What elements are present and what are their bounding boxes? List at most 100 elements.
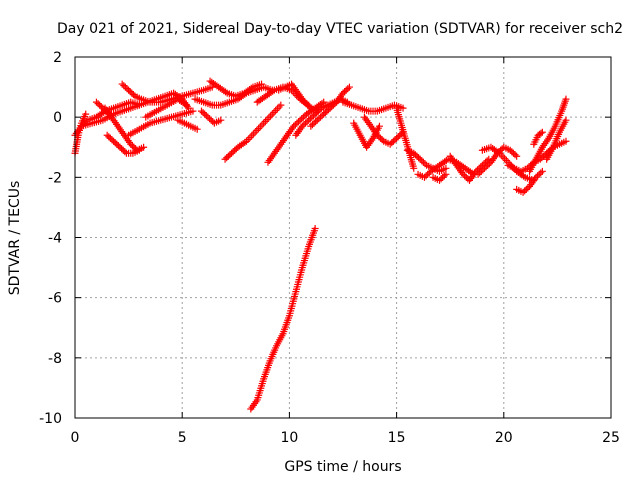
data-point (300, 98, 308, 106)
series-arc-26 (429, 170, 450, 184)
data-point (419, 158, 427, 166)
data-point (291, 121, 299, 129)
data-point (224, 152, 232, 160)
series-arc-16 (264, 98, 328, 166)
data-point (105, 110, 113, 118)
data-point (416, 155, 424, 163)
data-point (140, 143, 148, 151)
data-point (481, 164, 489, 172)
data-point (386, 140, 394, 148)
y-tick-label: -6 (48, 291, 62, 307)
data-point (229, 148, 237, 156)
series-arc-27 (446, 152, 493, 184)
data-point (298, 122, 306, 130)
x-tick-label: 5 (178, 430, 187, 446)
data-point (316, 106, 324, 114)
data-point (411, 151, 419, 159)
data-point (114, 142, 122, 150)
data-point (394, 133, 402, 141)
data-point (388, 139, 396, 147)
data-point (103, 131, 111, 139)
data-point (226, 151, 234, 159)
data-point (393, 134, 401, 142)
data-point (193, 125, 201, 133)
data-point (118, 80, 126, 88)
data-point (267, 112, 275, 120)
data-point (439, 173, 447, 181)
data-point (120, 82, 128, 90)
data-point (128, 89, 136, 97)
data-point (396, 131, 404, 139)
data-point (207, 116, 215, 124)
data-point (260, 119, 268, 127)
data-point (482, 163, 490, 171)
data-point (270, 108, 278, 116)
data-point (399, 104, 407, 112)
data-point (299, 113, 307, 121)
data-point (272, 107, 280, 115)
data-point (373, 131, 381, 139)
data-point (313, 109, 321, 117)
data-point (248, 132, 256, 140)
data-points (71, 77, 570, 413)
data-point (189, 107, 197, 115)
data-point (508, 148, 516, 156)
data-point (300, 121, 308, 129)
data-point (316, 113, 324, 121)
data-point (126, 88, 134, 96)
y-tick-label: -4 (48, 231, 62, 247)
data-point (265, 114, 273, 122)
data-point (538, 128, 546, 136)
data-point (422, 172, 430, 180)
series-arc-34 (543, 116, 570, 163)
data-point (121, 83, 129, 91)
data-point (442, 164, 450, 172)
data-point (326, 104, 334, 112)
series-arc-19 (307, 83, 353, 130)
data-point (375, 122, 383, 130)
data-point (424, 170, 432, 178)
data-point (474, 170, 482, 178)
y-axis-label: SDTVAR / TECUs (7, 181, 23, 296)
data-point (484, 161, 492, 169)
data-point (127, 140, 135, 148)
series-arc-13 (197, 107, 225, 127)
data-point (304, 101, 312, 109)
data-point (96, 101, 104, 109)
data-point (307, 122, 315, 130)
data-point (537, 129, 545, 137)
data-point (509, 149, 517, 157)
data-point (247, 84, 255, 92)
data-point (231, 146, 239, 154)
data-point (99, 104, 107, 112)
data-point (302, 100, 310, 108)
data-point (341, 88, 349, 96)
data-point (308, 113, 316, 121)
data-point (275, 103, 283, 111)
data-point (246, 134, 254, 142)
data-point (538, 167, 546, 175)
y-tick-label: -8 (48, 351, 62, 367)
data-point (128, 142, 136, 150)
data-point (329, 101, 337, 109)
data-point (290, 122, 298, 130)
data-point (199, 109, 207, 117)
data-point (344, 85, 352, 93)
data-point (562, 137, 570, 145)
data-point (119, 146, 127, 154)
data-point (100, 106, 108, 114)
data-point (255, 125, 263, 133)
data-point (377, 134, 385, 142)
data-point (113, 140, 121, 148)
data-point (311, 224, 319, 232)
data-point (459, 170, 467, 178)
data-point (513, 152, 521, 160)
data-point (418, 157, 426, 165)
data-point (410, 164, 418, 172)
data-point (258, 121, 266, 129)
y-tick-label: -2 (48, 170, 62, 186)
series-arc-33 (530, 128, 546, 148)
data-point (305, 103, 313, 111)
data-point (313, 116, 321, 124)
